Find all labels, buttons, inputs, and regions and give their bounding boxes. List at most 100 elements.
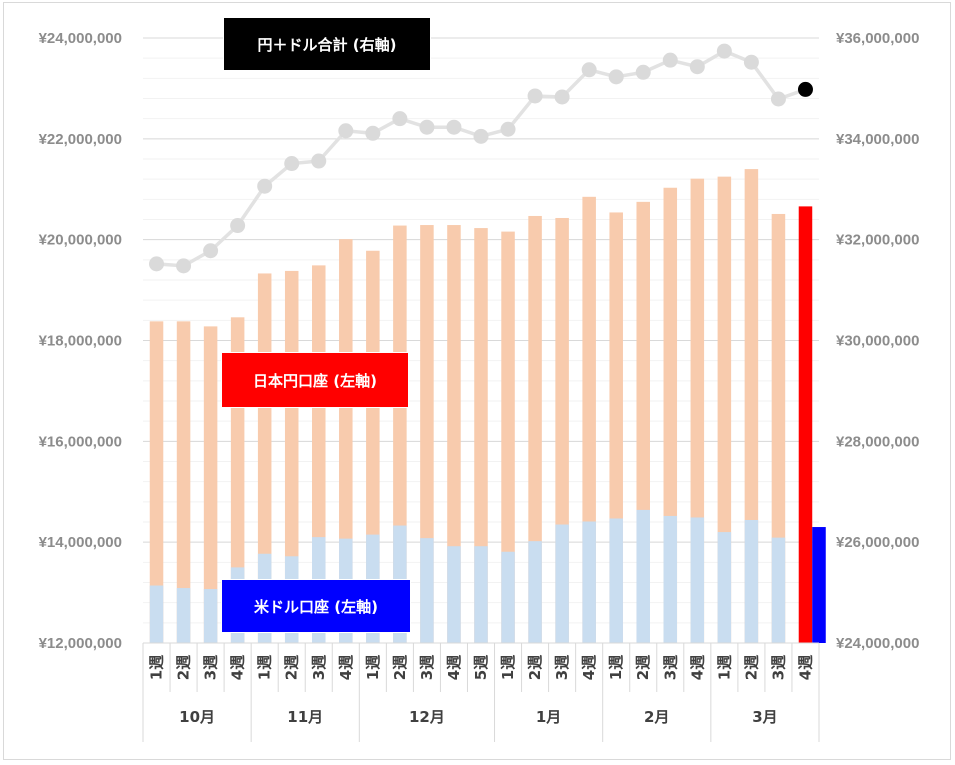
usd-bar <box>447 546 461 643</box>
chart-frame <box>3 2 951 760</box>
week-tick-label: 1週 <box>148 655 166 680</box>
usd-bar <box>420 538 434 643</box>
left-axis-tick-label: ¥24,000,000 <box>39 30 122 47</box>
total-line-point <box>392 111 408 127</box>
month-tick-label: 11月 <box>287 708 323 726</box>
total-line-point <box>257 178 273 194</box>
right-axis-tick-label: ¥32,000,000 <box>836 232 919 249</box>
usd-bar <box>690 517 705 643</box>
week-tick-label: 3週 <box>769 655 787 680</box>
usd-bar <box>609 518 623 643</box>
jpy-bar <box>203 326 218 643</box>
week-tick-label: 1週 <box>499 655 517 680</box>
month-tick-label: 10月 <box>179 708 215 726</box>
month-tick-label: 2月 <box>644 708 669 726</box>
right-axis-tick-label: ¥28,000,000 <box>836 433 919 450</box>
right-axis-tick-label: ¥26,000,000 <box>836 534 919 551</box>
total-line-point <box>419 119 435 135</box>
jpy-bar <box>501 231 515 643</box>
usd-bar <box>771 537 786 643</box>
total-line-point <box>554 89 570 105</box>
week-tick-label: 1週 <box>256 655 274 680</box>
total-line-point <box>608 69 624 85</box>
week-tick-label: 5週 <box>472 655 490 680</box>
usd-bar <box>474 546 488 643</box>
week-tick-label: 4週 <box>688 655 706 680</box>
total-line-point <box>500 121 516 137</box>
legend-usd-account: 米ドル口座 (左軸) <box>221 579 411 633</box>
week-tick-label: 4週 <box>337 655 355 680</box>
left-axis-tick-label: ¥14,000,000 <box>39 534 122 551</box>
jpy-bar <box>771 213 786 643</box>
right-axis-tick-label: ¥24,000,000 <box>836 635 919 652</box>
jpy-bar <box>474 228 488 643</box>
legend-total-line: 円＋ドル合計 (右軸) <box>223 17 431 71</box>
total-line-point <box>743 54 759 70</box>
week-tick-label: 4週 <box>229 655 247 680</box>
month-tick-label: 1月 <box>536 708 561 726</box>
jpy-bar <box>798 206 813 643</box>
usd-bar <box>744 519 759 643</box>
total-line-point <box>662 52 678 68</box>
total-line-point <box>635 64 651 80</box>
week-tick-label: 4週 <box>796 655 814 680</box>
left-axis-tick-label: ¥22,000,000 <box>39 131 122 148</box>
usd-bar <box>582 521 596 643</box>
week-tick-label: 3週 <box>202 655 220 680</box>
week-tick-label: 1週 <box>715 655 733 680</box>
total-line-point <box>716 43 732 59</box>
total-line-point <box>284 156 300 172</box>
total-line-point <box>203 243 219 259</box>
total-line-point <box>149 256 165 272</box>
week-tick-label: 2週 <box>391 655 409 680</box>
usd-bar <box>149 585 164 643</box>
week-tick-label: 2週 <box>526 655 544 680</box>
left-axis-tick-label: ¥20,000,000 <box>39 232 122 249</box>
week-tick-label: 3週 <box>553 655 571 680</box>
left-axis-tick-label: ¥18,000,000 <box>39 333 122 350</box>
total-line-point <box>311 153 327 169</box>
total-line-point <box>770 91 786 107</box>
total-line-point <box>176 258 192 274</box>
usd-bar <box>717 532 732 643</box>
jpy-bar <box>149 321 164 643</box>
left-axis-tick-label: ¥16,000,000 <box>39 433 122 450</box>
total-line-point <box>338 123 354 139</box>
month-tick-label: 12月 <box>409 708 445 726</box>
right-axis-tick-label: ¥30,000,000 <box>836 333 919 350</box>
week-tick-label: 3週 <box>418 655 436 680</box>
usd-bar <box>555 524 569 643</box>
total-line-point <box>797 81 813 97</box>
right-axis-tick-label: ¥36,000,000 <box>836 30 919 47</box>
month-tick-label: 3月 <box>752 708 777 726</box>
week-tick-label: 4週 <box>580 655 598 680</box>
total-line-point <box>473 128 489 144</box>
legend-jpy-account: 日本円口座 (左軸) <box>221 352 409 408</box>
week-tick-label: 2週 <box>175 655 193 680</box>
week-tick-label: 1週 <box>364 655 382 680</box>
usd-bar <box>636 509 650 643</box>
total-line-point <box>446 119 462 135</box>
jpy-bar <box>176 321 191 643</box>
week-tick-label: 2週 <box>283 655 301 680</box>
jpy-bar <box>447 225 461 643</box>
week-tick-label: 2週 <box>742 655 760 680</box>
usd-bar <box>528 541 542 643</box>
week-tick-label: 3週 <box>310 655 328 680</box>
total-line-point <box>581 62 597 78</box>
right-axis-tick-label: ¥34,000,000 <box>836 131 919 148</box>
total-line-point <box>689 59 705 75</box>
total-line-point <box>230 218 246 234</box>
total-line-point <box>365 125 381 141</box>
total-line-point <box>527 88 543 104</box>
left-axis-tick-label: ¥12,000,000 <box>39 635 122 652</box>
week-tick-label: 3週 <box>661 655 679 680</box>
usd-bar <box>203 589 218 643</box>
week-tick-label: 1週 <box>607 655 625 680</box>
jpy-bar <box>528 215 542 644</box>
usd-bar <box>663 515 678 643</box>
week-tick-label: 4週 <box>445 655 463 680</box>
usd-bar <box>176 588 191 643</box>
